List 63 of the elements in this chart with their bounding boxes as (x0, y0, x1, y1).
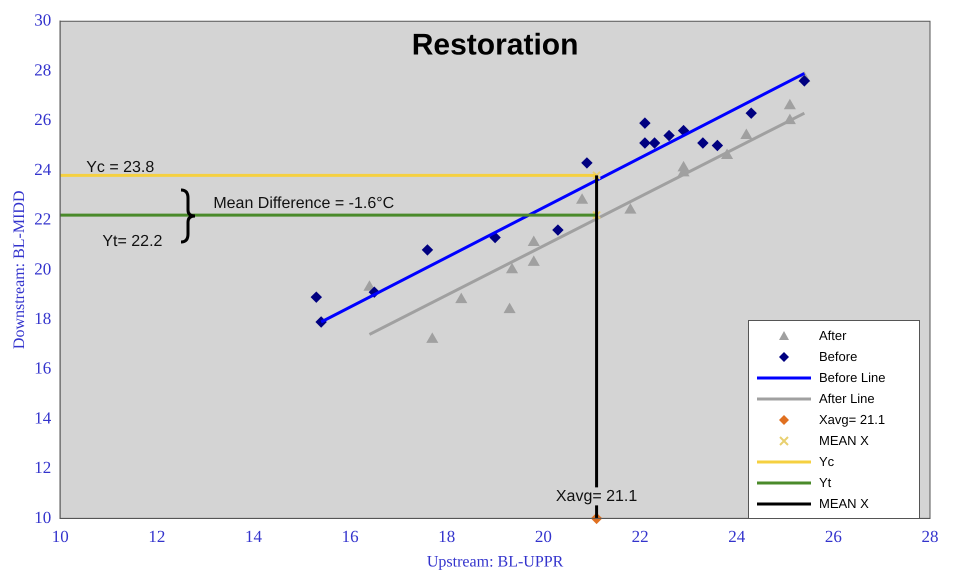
y-tick-label: 20 (34, 259, 52, 278)
y-tick-label: 10 (34, 508, 52, 527)
point (639, 118, 650, 129)
x-tick-label: 28 (922, 527, 938, 546)
point (504, 303, 516, 314)
y-tick-label: 16 (34, 358, 52, 378)
x-tick-label: 12 (148, 527, 166, 546)
point (576, 194, 588, 204)
legend-label: Xavg= 21.1 (819, 412, 886, 427)
x-tick-label: 20 (534, 527, 552, 546)
y-tick-label: 12 (34, 458, 52, 478)
x-tick-label: 10 (52, 527, 69, 546)
point (426, 332, 438, 343)
legend-label: Yt (819, 475, 832, 490)
legend-label: Before (819, 349, 858, 364)
legend-label: Before Line (819, 370, 886, 385)
x-tick-label: 14 (244, 527, 262, 546)
annotation: Xavg= 21.1 (556, 488, 638, 505)
legend-label: After Line (819, 391, 875, 406)
point (624, 204, 636, 214)
x-tick-label: 22 (632, 527, 649, 546)
point (664, 130, 675, 142)
annotation: Mean Difference = -1.6°C (213, 195, 394, 212)
legend-label: MEAN X (819, 496, 869, 511)
point (740, 129, 752, 140)
legend-label: MEAN X (819, 433, 869, 448)
y-tick-label: 28 (34, 60, 52, 80)
legend-label: Yc (819, 454, 834, 469)
point (528, 236, 540, 246)
point (649, 138, 660, 149)
y-tick-label: 14 (34, 408, 52, 428)
point (456, 293, 467, 304)
point (592, 210, 602, 220)
point (592, 170, 602, 180)
point (422, 244, 433, 256)
x-axis-title: Upstream: BL-UPPR (426, 554, 564, 571)
point (678, 125, 690, 136)
y-tick-label: 26 (34, 110, 52, 130)
y-axis-title: Downstream: BL-MIDD (10, 190, 28, 350)
y-tick-label: 30 (34, 10, 52, 30)
y-tick-label: 18 (34, 308, 52, 328)
point (310, 292, 322, 303)
point (552, 224, 564, 236)
x-tick-label: 16 (342, 527, 359, 546)
point (490, 232, 501, 243)
annotation: Yc = 23.8 (86, 158, 154, 176)
point (798, 75, 810, 86)
x-tick-label: 18 (438, 527, 456, 546)
point (528, 256, 540, 266)
y-tick-label: 24 (34, 160, 52, 179)
chart-title: Restoration (412, 28, 578, 62)
point (746, 108, 757, 119)
y-tick-label: 22 (34, 210, 52, 229)
x-tick-label: 24 (728, 527, 746, 546)
point (506, 263, 518, 274)
annotation: Yt= 22.2 (102, 232, 163, 250)
x-tick-label: 26 (824, 527, 842, 546)
point (784, 99, 796, 110)
point (697, 138, 708, 149)
legend-label: After (819, 328, 846, 343)
point (712, 140, 723, 151)
point (581, 157, 592, 168)
point (639, 138, 650, 149)
